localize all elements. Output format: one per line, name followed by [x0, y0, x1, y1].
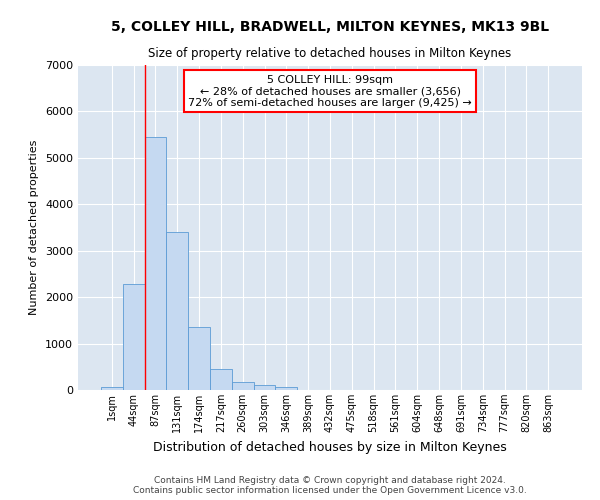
X-axis label: Distribution of detached houses by size in Milton Keynes: Distribution of detached houses by size …: [153, 440, 507, 454]
Bar: [254, 385, 275, 390]
Bar: [210, 369, 232, 390]
Bar: [145, 137, 166, 390]
Text: 5 COLLEY HILL: 99sqm
← 28% of detached houses are smaller (3,656)
72% of semi-de: 5 COLLEY HILL: 99sqm ← 28% of detached h…: [188, 74, 472, 108]
Bar: [275, 387, 297, 390]
Text: Contains HM Land Registry data © Crown copyright and database right 2024.
Contai: Contains HM Land Registry data © Crown c…: [133, 476, 527, 495]
Bar: [166, 232, 188, 390]
Y-axis label: Number of detached properties: Number of detached properties: [29, 140, 40, 315]
Text: Size of property relative to detached houses in Milton Keynes: Size of property relative to detached ho…: [148, 48, 512, 60]
Text: 5, COLLEY HILL, BRADWELL, MILTON KEYNES, MK13 9BL: 5, COLLEY HILL, BRADWELL, MILTON KEYNES,…: [111, 20, 549, 34]
Bar: [101, 387, 123, 390]
Bar: [188, 328, 210, 390]
Bar: [123, 284, 145, 390]
Bar: [232, 382, 254, 390]
